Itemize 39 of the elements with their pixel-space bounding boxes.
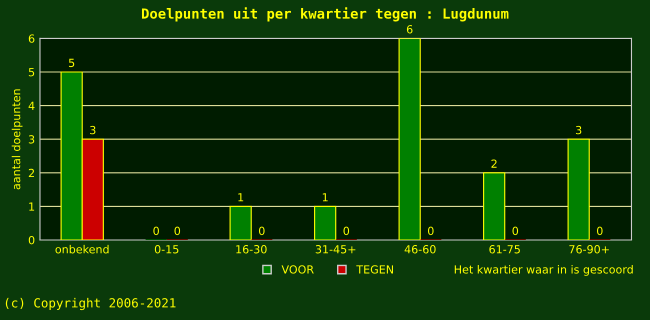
data-label: 0 <box>343 226 350 236</box>
data-label: 1 <box>238 193 244 202</box>
y-tick-label: 3 <box>28 135 34 144</box>
data-label: 0 <box>153 226 159 236</box>
y-tick-label: 5 <box>28 68 34 76</box>
data-label: 3 <box>576 126 582 134</box>
x-axis-title: Het kwartier waar in is gescoord <box>454 265 633 276</box>
bar <box>398 38 421 240</box>
data-label: 0 <box>174 226 180 236</box>
legend-label: VOOR <box>282 265 314 274</box>
x-tick-label: 16-30 <box>236 245 267 254</box>
x-tick-label: onbekend <box>55 244 109 254</box>
data-label: 0 <box>258 226 265 236</box>
data-label: 2 <box>491 159 497 168</box>
y-tick-label: 4 <box>28 102 34 110</box>
bar <box>483 172 506 240</box>
bar <box>314 206 336 240</box>
data-label: 0 <box>596 226 603 236</box>
x-tick-label: 0-15 <box>154 245 178 254</box>
data-label: 0 <box>512 226 518 236</box>
legend-label: TEGEN <box>356 265 393 274</box>
x-tick-label: 46-60 <box>404 245 436 254</box>
y-axis-title: aantal doelpunten <box>12 89 22 190</box>
x-tick-label: 31-45+ <box>316 245 356 254</box>
y-tick-label: 1 <box>29 202 34 211</box>
x-tick-label: 76-90+ <box>569 245 609 254</box>
data-label: 1 <box>322 193 328 202</box>
data-label: 0 <box>428 226 434 236</box>
data-label: 3 <box>90 126 96 134</box>
bar <box>230 206 252 240</box>
text: (c) Copyright 2006-2021 <box>6 298 176 310</box>
bar <box>568 138 590 240</box>
y-tick-label: 2 <box>28 168 34 178</box>
chart-title: Doelpunten uit per kwartier tegen : Lugdunum <box>142 7 508 22</box>
x-tick-label: 61-75 <box>489 245 520 254</box>
data-label: 6 <box>406 25 412 34</box>
data-label: 5 <box>68 58 74 68</box>
y-tick-label: 6 <box>28 34 34 43</box>
y-tick-label: 0 <box>28 236 34 244</box>
